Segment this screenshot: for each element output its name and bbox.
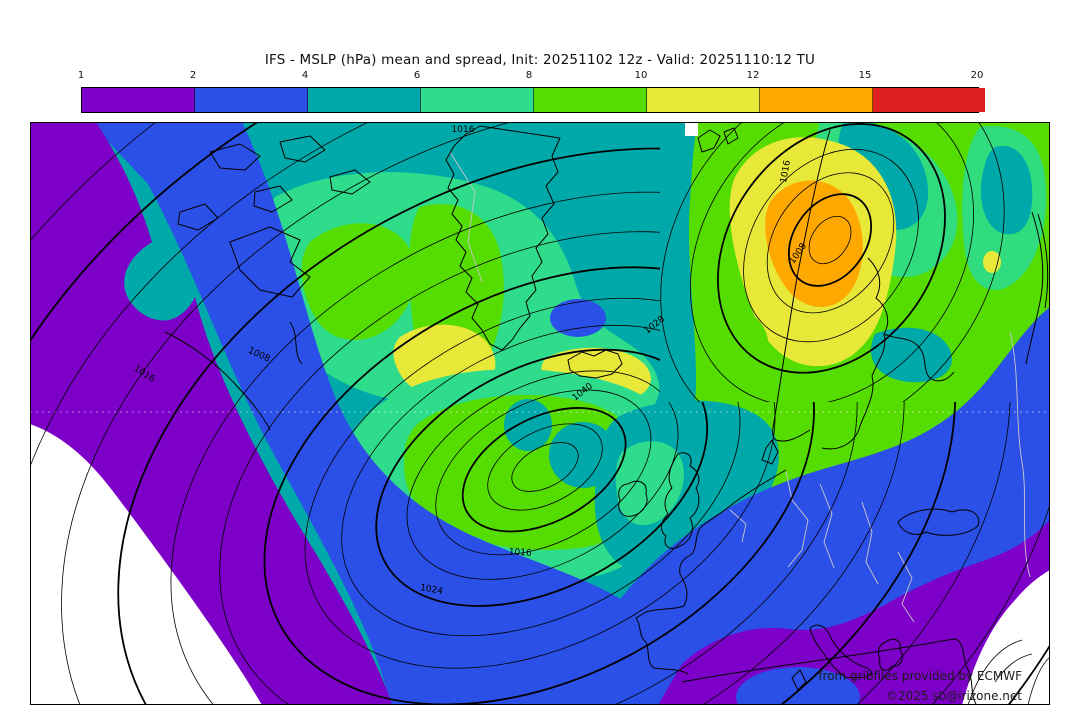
coast-greenland [445,125,561,351]
isobar-label: 1016 [452,125,475,135]
coast-canada-islands [177,135,371,298]
isobars-low [660,122,1005,402]
colorbar-segment-0 [82,88,195,112]
region-blue-sahara [736,667,860,705]
map-area: 1016 1016 1008 1028 1040 1008 1016 1016 1024 fro… [30,122,1050,705]
colorbar-tick: 12 [746,70,760,81]
map-seam-notch [685,122,698,136]
coast-africa-med [681,638,977,705]
region-orange-scandinavia [765,180,863,308]
region-teal-ne2 [980,146,1033,235]
region-green-norway-s [697,309,769,380]
map-frame [30,122,1050,705]
coast-iceland [567,349,623,379]
colorbar-tick: 4 [301,70,309,81]
colorbar-segment-3 [421,88,534,112]
no-data-region-southwest [30,424,262,705]
colorbar-tick: 10 [634,70,648,81]
page-title: IFS - MSLP (hPa) mean and spread, Init: … [264,52,816,68]
region-yellow-dot [983,251,1001,273]
coast-baltic [821,257,955,450]
colorbar-tick-row: 1 2 4 6 8 10 12 15 20 [77,70,984,84]
coast-italy [791,624,873,691]
coastlines [164,125,1049,705]
region-blue-iceland-n [550,299,606,337]
isobar-label: 1016 [508,547,532,559]
colorbar-segment-1 [195,88,308,112]
coast-ireland [618,480,648,517]
region-blue-west [90,122,660,705]
attribution-line2: ©2025 sb@irizone.net [886,689,1022,703]
colorbar-segment-7 [873,88,985,112]
coast-black-sea [897,508,980,536]
colorbar-tick: 6 [413,70,421,81]
attribution: from gribfiles provided by ECMWF ©2025 s… [818,669,1022,703]
coast-uk [661,452,700,549]
colorbar-tick: 2 [189,70,197,81]
coast-denmark [761,439,779,465]
isobar-label: 1024 [419,583,444,597]
isobars-extra-se [967,639,1050,705]
region-purple-africa [658,520,1050,705]
region-green-light-uk [615,441,684,526]
region-green-nw1 [301,223,416,340]
coast-labrador [164,321,303,431]
region-teal-patch-c1 [504,399,552,451]
coast-greece [877,638,903,671]
colorbar-tick: 8 [525,70,533,81]
colorbar-segment-4 [534,88,647,112]
coast-norway [772,129,831,442]
colorbar-tick: 1 [77,70,85,81]
colorbar-segment-5 [647,88,760,112]
colorbar-tick: 15 [858,70,872,81]
colorbar-legend [81,87,985,113]
spread-regions [30,122,1050,705]
colorbar-tick: 20 [970,70,984,81]
country-borders [449,151,1031,623]
isobar-label: 1016 [779,159,793,184]
region-green-ridge-s [470,509,611,550]
colorbar-segment-6 [760,88,873,112]
coast-novaya-zemlya [1025,211,1049,365]
colorbar-segment-2 [308,88,421,112]
coast-svalbard [697,127,739,153]
attribution-line1: from gribfiles provided by ECMWF [818,669,1022,683]
coast-europe [635,469,787,675]
